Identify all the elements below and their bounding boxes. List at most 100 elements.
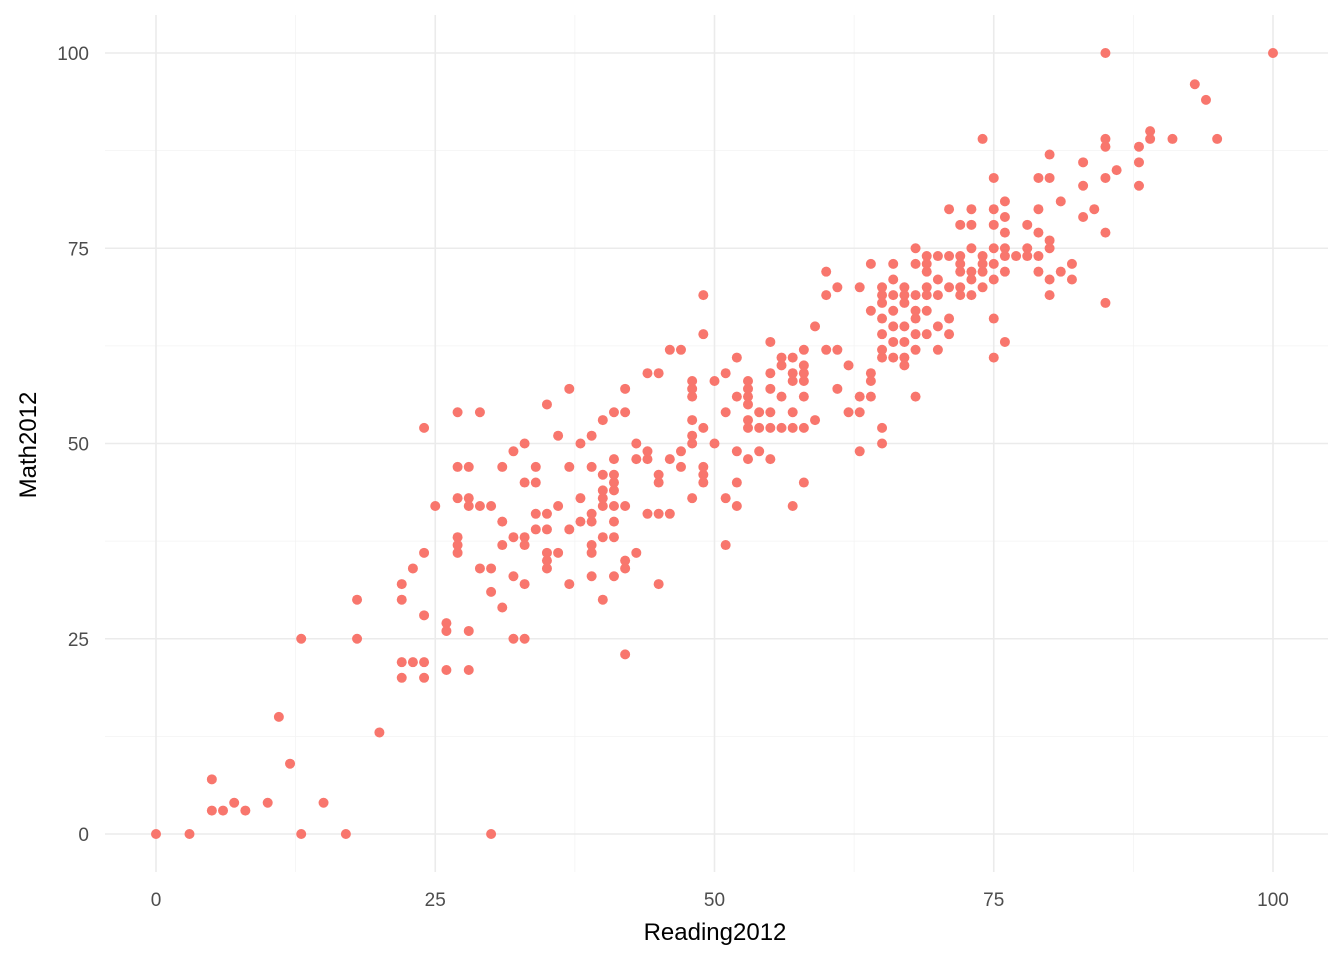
data-point [452,407,463,418]
data-point [1100,48,1111,58]
data-point [1145,133,1156,144]
data-point [564,461,575,472]
data-point [597,594,608,605]
data-point [899,290,910,301]
data-points [151,48,1278,839]
data-point [1055,266,1066,277]
data-point [966,219,977,230]
data-point [765,422,776,433]
data-point [698,469,709,480]
data-point [1066,258,1077,269]
data-point [396,579,407,590]
data-point [743,399,754,410]
data-point [564,383,575,394]
data-point [955,266,966,277]
data-point [921,282,932,293]
data-point [1044,243,1055,254]
data-point [776,360,787,371]
data-point [620,500,631,511]
data-point [419,610,430,621]
data-point [508,446,519,457]
data-point [597,493,608,504]
data-point [530,524,541,535]
data-point [776,352,787,363]
data-point [575,438,586,449]
data-point [854,282,865,293]
data-point [832,282,843,293]
data-point [1044,274,1055,285]
data-point [798,360,809,371]
data-point [296,633,307,644]
data-point [977,258,988,269]
data-point [352,594,363,605]
data-point [1111,165,1122,176]
data-point [620,407,631,418]
x-axis-title: Reading2012 [644,919,787,946]
data-point [798,368,809,379]
data-point [519,532,530,543]
data-point [1145,126,1156,137]
data-point [832,383,843,394]
data-point [687,415,698,426]
data-point [564,579,575,590]
data-point [687,376,698,387]
data-point [586,516,597,527]
data-point [675,344,686,355]
data-point [810,415,821,426]
data-point [687,438,698,449]
data-point [944,204,955,215]
data-point [832,344,843,355]
data-point [731,500,742,511]
data-point [787,352,798,363]
data-point [988,219,999,230]
data-point [318,797,329,808]
data-point [396,672,407,683]
data-point [899,360,910,371]
data-point [486,586,497,597]
data-point [888,290,899,301]
data-point [441,664,452,675]
data-point [597,532,608,543]
data-point [776,422,787,433]
y-axis-title: Math2012 [15,392,42,499]
data-point [999,212,1010,223]
data-point [553,500,564,511]
data-point [586,508,597,519]
data-point [541,547,552,558]
data-point [798,477,809,488]
data-point [910,344,921,355]
data-point [877,344,888,355]
data-point [508,532,519,543]
data-point [910,313,921,324]
data-point [151,829,161,839]
data-point [910,243,921,254]
data-point [877,422,888,433]
data-point [486,500,497,511]
y-tick-label: 75 [68,239,89,260]
data-point [597,485,608,496]
data-point [352,633,363,644]
data-point [910,258,921,269]
data-point [910,305,921,316]
data-point [743,454,754,465]
data-point [854,446,865,457]
data-point [955,290,966,301]
data-point [586,540,597,551]
data-point [988,258,999,269]
data-point [854,407,865,418]
data-point [1033,204,1044,215]
data-point [798,391,809,402]
data-point [519,579,530,590]
data-point [1100,133,1111,144]
data-point [396,657,407,668]
data-point [698,477,709,488]
data-point [452,493,463,504]
data-point [675,446,686,457]
data-point [687,430,698,441]
data-point [977,133,988,144]
data-point [932,321,943,332]
data-point [441,625,452,636]
data-point [877,313,888,324]
data-point [463,664,474,675]
data-point [966,243,977,254]
